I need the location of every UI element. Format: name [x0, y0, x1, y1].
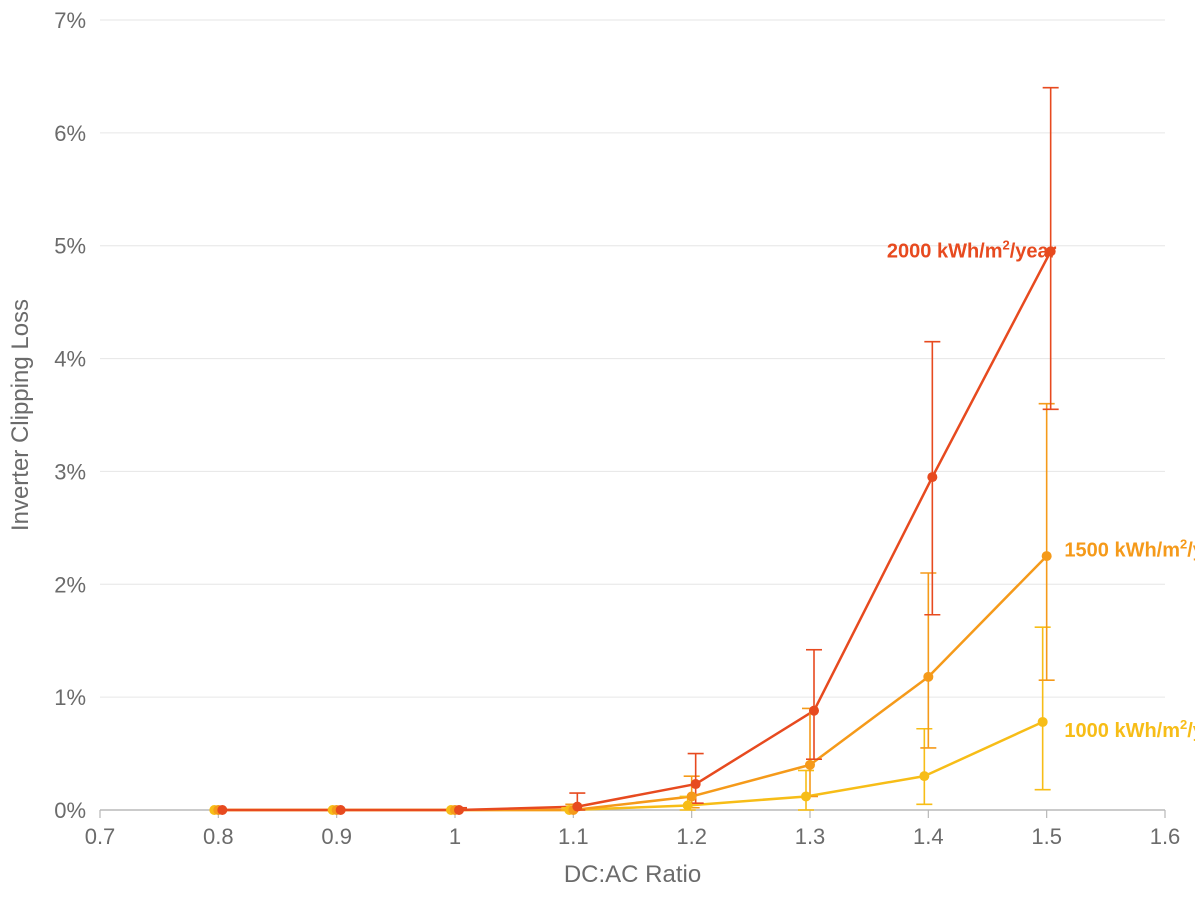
series-label-s2000: 2000 kWh/m2/year	[887, 237, 1057, 262]
x-tick-label: 1.4	[913, 824, 944, 849]
marker-s1500	[687, 791, 697, 801]
x-tick-label: 1.3	[795, 824, 826, 849]
x-tick-label: 1.6	[1150, 824, 1181, 849]
series-label-s1500: 1500 kWh/m2/year	[1064, 536, 1195, 561]
x-tick-label: 1.5	[1031, 824, 1062, 849]
x-tick-label: 1.2	[676, 824, 707, 849]
y-tick-label: 3%	[54, 459, 86, 484]
marker-s2000	[454, 805, 464, 815]
y-axis-label: Inverter Clipping Loss	[7, 299, 34, 531]
y-tick-label: 7%	[54, 8, 86, 33]
y-tick-label: 6%	[54, 121, 86, 146]
marker-s2000	[572, 802, 582, 812]
marker-s2000	[809, 706, 819, 716]
series-label-s1000: 1000 kWh/m2/year	[1064, 717, 1195, 742]
y-tick-label: 4%	[54, 347, 86, 372]
x-tick-label: 1	[449, 824, 461, 849]
clipping-loss-chart: 0% 1% 2% 3% 4% 5% 6% 7% 0.7 0.8 0.9 1 1.1 1.2 1.3 1.4 1.…	[0, 0, 1195, 900]
marker-s1000	[683, 800, 693, 810]
y-tick-label: 1%	[54, 685, 86, 710]
x-tick-label: 0.7	[85, 824, 116, 849]
chart-container: 0% 1% 2% 3% 4% 5% 6% 7% 0.7 0.8 0.9 1 1.1 1.2 1.3 1.4 1.…	[0, 0, 1195, 900]
marker-s1000	[801, 791, 811, 801]
marker-s1500	[923, 672, 933, 682]
x-axis-label: DC:AC Ratio	[564, 861, 701, 888]
marker-s2000	[927, 472, 937, 482]
marker-s2000	[691, 779, 701, 789]
marker-s2000	[336, 805, 346, 815]
x-tick-label: 0.9	[321, 824, 352, 849]
marker-s1500	[805, 760, 815, 770]
y-tick-label: 2%	[54, 572, 86, 597]
x-tick-label: 0.8	[203, 824, 234, 849]
marker-s1000	[1038, 717, 1048, 727]
marker-s2000	[217, 805, 227, 815]
marker-s1500	[1042, 551, 1052, 561]
y-tick-label: 0%	[54, 798, 86, 823]
x-tick-label: 1.1	[558, 824, 589, 849]
marker-s1000	[919, 771, 929, 781]
y-tick-label: 5%	[54, 234, 86, 259]
